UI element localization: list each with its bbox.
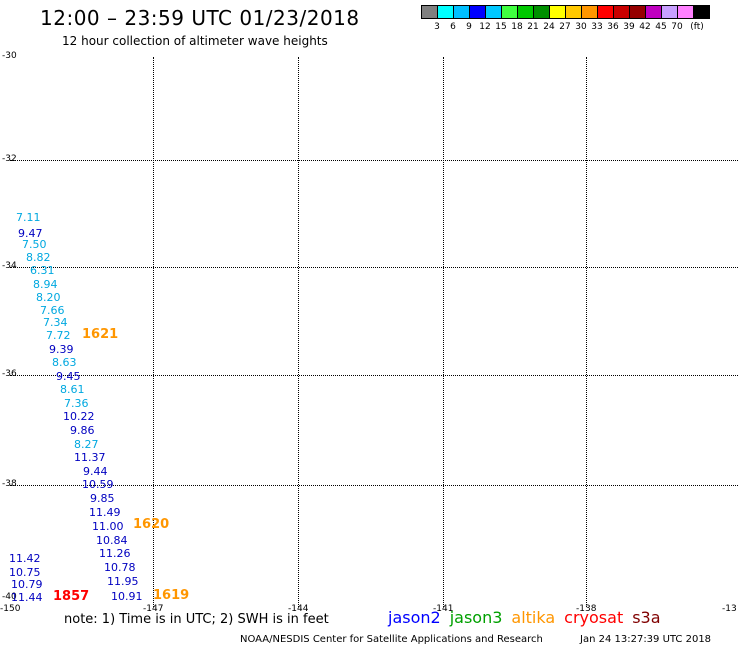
- color-scale-label: 3: [434, 22, 440, 32]
- satellite-legend: jason2 jason3 altika cryosat s3a: [388, 608, 670, 627]
- color-scale-label: 9: [466, 22, 472, 32]
- wave-height-value: 9.44: [83, 465, 108, 478]
- color-scale-label: 45: [655, 22, 667, 32]
- generated-timestamp: Jan 24 13:27:39 UTC 2018: [580, 634, 712, 645]
- latitude-grid-line: [10, 485, 738, 486]
- latitude-grid-line: [10, 267, 738, 268]
- color-scale-label: 70: [671, 22, 683, 32]
- wave-height-value: 8.20: [36, 291, 61, 304]
- color-scale-label: 24: [543, 22, 555, 32]
- color-scale-label: 6: [450, 22, 456, 32]
- wave-height-value: 10.91: [111, 590, 143, 603]
- longitude-grid-line: [443, 57, 444, 607]
- wave-height-value: 10.84: [96, 534, 128, 547]
- pass-time-label: 1620: [133, 517, 170, 532]
- longitude-grid-line: [153, 57, 154, 607]
- longitude-label: -147: [143, 604, 164, 614]
- wave-height-value: 7.36: [64, 397, 89, 410]
- wave-height-value: 7.50: [22, 238, 47, 251]
- footer-note: note: 1) Time is in UTC; 2) SWH is in fe…: [64, 612, 329, 627]
- satellite-name-cryosat: cryosat: [564, 608, 624, 627]
- color-scale-label: 18: [511, 22, 523, 32]
- color-scale-label: (ft): [690, 22, 704, 32]
- longitude-label: -138: [576, 604, 597, 614]
- latitude-label: -40: [2, 592, 17, 602]
- longitude-label: -141: [433, 604, 454, 614]
- wave-height-value: 7.34: [43, 316, 68, 329]
- satellite-name-s3a: s3a: [632, 608, 661, 627]
- color-scale-label: 33: [591, 22, 603, 32]
- wave-height-value: 8.61: [60, 383, 85, 396]
- wave-height-value: 11.42: [9, 552, 41, 565]
- pass-time-label: 1619: [153, 588, 190, 603]
- color-scale-label: 12: [479, 22, 491, 32]
- wave-height-value: 6.31: [30, 264, 55, 277]
- longitude-label: -150: [0, 604, 21, 614]
- wave-height-value: 10.59: [82, 478, 114, 491]
- satellite-name-jason3: jason3: [449, 608, 503, 627]
- color-scale-label: 15: [495, 22, 507, 32]
- longitude-grid-line: [298, 57, 299, 607]
- latitude-label: -38: [2, 479, 17, 489]
- map-subtitle: 12 hour collection of altimeter wave hei…: [62, 34, 328, 48]
- latitude-label: -32: [2, 154, 17, 164]
- color-scale-label: 27: [559, 22, 571, 32]
- longitude-grid-line: [586, 57, 587, 607]
- longitude-label: -13: [722, 604, 737, 614]
- wave-height-value: 10.75: [9, 566, 41, 579]
- wave-height-value: 7.66: [40, 304, 65, 317]
- latitude-label: -36: [2, 369, 17, 379]
- credit-text: NOAA/NESDIS Center for Satellite Applica…: [240, 634, 543, 645]
- latitude-grid-line: [10, 160, 738, 161]
- color-swatch: [693, 5, 710, 19]
- color-scale-label: 30: [575, 22, 587, 32]
- wave-height-value: 7.72: [46, 329, 71, 342]
- wave-height-value: 9.85: [90, 492, 115, 505]
- wave-height-value: 11.00: [92, 520, 124, 533]
- pass-time-label: 1621: [82, 327, 119, 342]
- wave-height-value: 9.39: [49, 343, 74, 356]
- satellite-name-altika: altika: [511, 608, 556, 627]
- color-scale-label: 42: [639, 22, 651, 32]
- wave-height-value: 11.37: [74, 451, 106, 464]
- wave-height-value: 10.79: [11, 578, 43, 591]
- satellite-name-jason2: jason2: [388, 608, 441, 627]
- wave-height-value: 10.22: [63, 410, 95, 423]
- wave-height-value: 7.11: [16, 211, 41, 224]
- latitude-label: -30: [2, 51, 17, 61]
- color-scale-label: 39: [623, 22, 635, 32]
- wave-height-value: 8.82: [26, 251, 51, 264]
- wave-height-value: 11.95: [107, 575, 139, 588]
- color-scale-label: 36: [607, 22, 619, 32]
- wave-height-value: 11.44: [11, 591, 43, 604]
- longitude-label: -144: [288, 604, 309, 614]
- wave-height-value: 11.26: [99, 547, 131, 560]
- wave-height-value: 9.45: [56, 370, 81, 383]
- color-scale-legend: [421, 5, 710, 19]
- map-title: 12:00 – 23:59 UTC 01/23/2018: [40, 6, 360, 30]
- wave-height-value: 9.86: [70, 424, 95, 437]
- wave-height-value: 8.27: [74, 438, 99, 451]
- latitude-grid-line: [10, 375, 738, 376]
- latitude-label: -34: [2, 261, 17, 271]
- pass-time-label: 1857: [53, 589, 90, 604]
- wave-height-value: 8.94: [33, 278, 58, 291]
- wave-height-value: 9.47: [18, 227, 43, 240]
- color-scale-label: 21: [527, 22, 539, 32]
- wave-height-value: 11.49: [89, 506, 121, 519]
- wave-height-value: 8.63: [52, 356, 77, 369]
- wave-height-value: 10.78: [104, 561, 136, 574]
